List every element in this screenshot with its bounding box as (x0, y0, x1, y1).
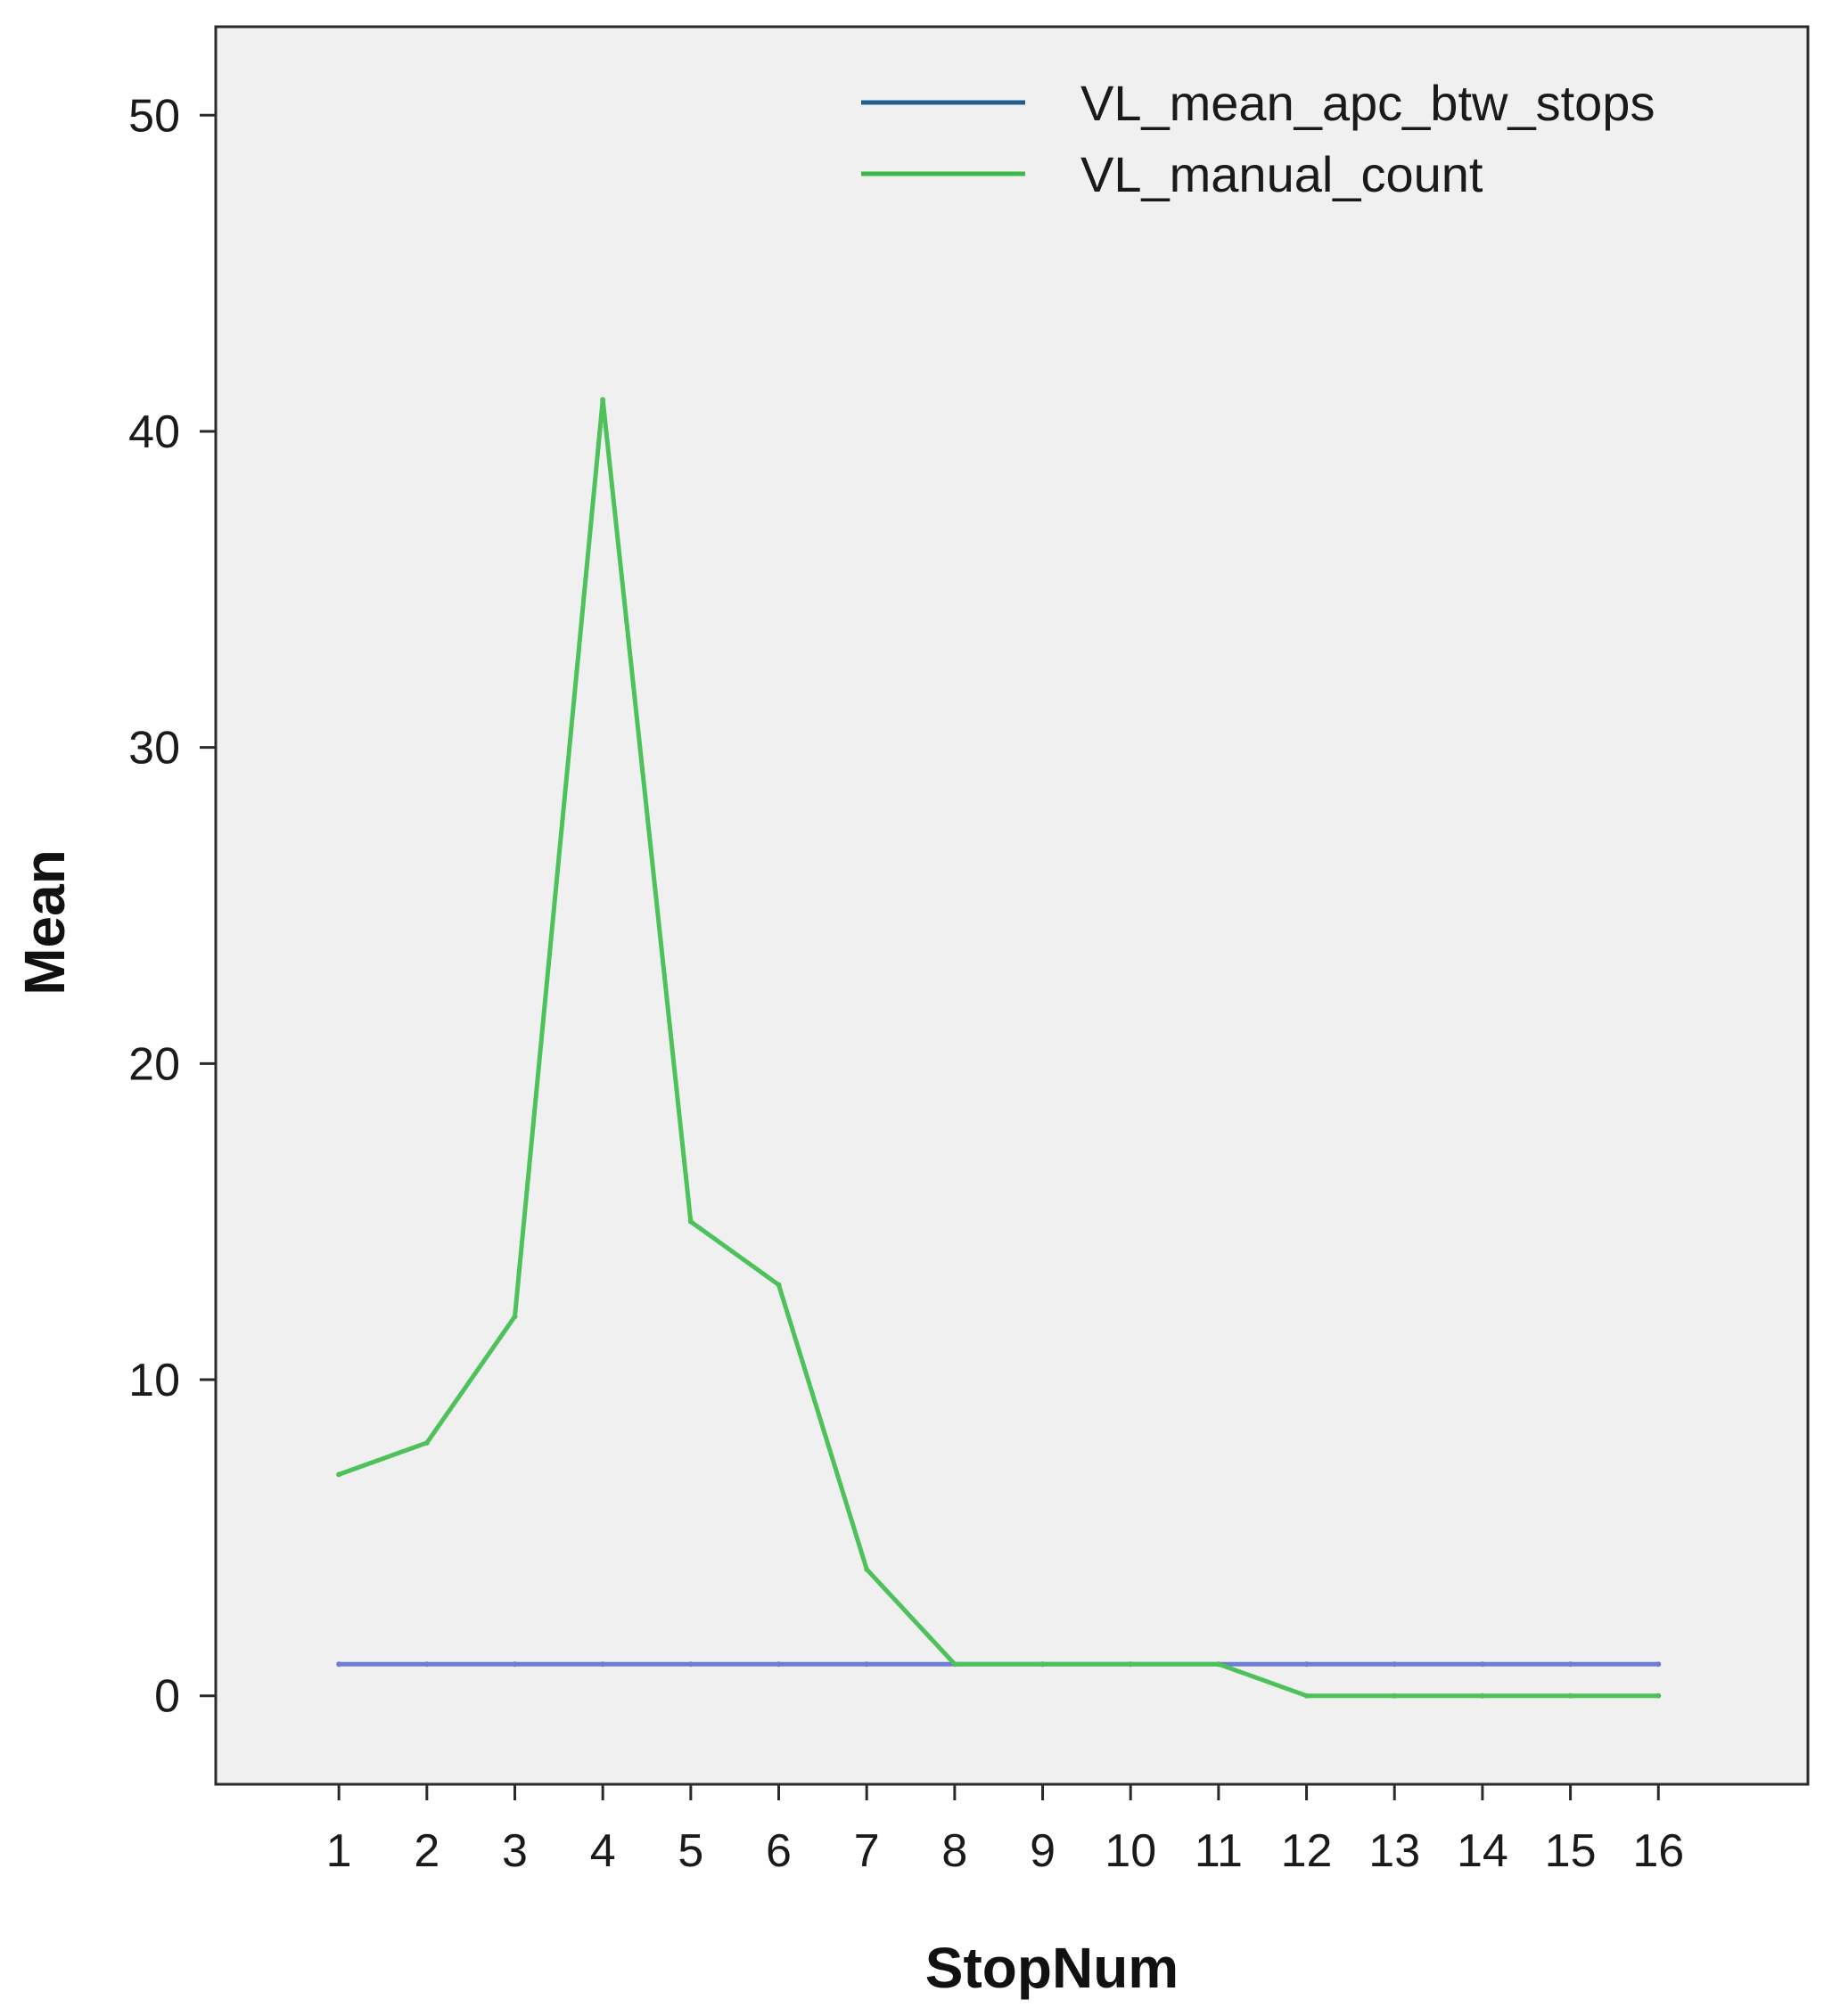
data-point-vl-manual-count (1215, 1661, 1221, 1668)
x-tick-label: 9 (1030, 1825, 1056, 1877)
y-tick-label: 30 (128, 723, 180, 774)
x-tick-label: 8 (941, 1825, 967, 1877)
data-point-vl-mean-apc-btw-stops (1567, 1661, 1573, 1668)
x-tick-label: 1 (326, 1825, 352, 1877)
plot-area (214, 25, 1810, 1786)
x-tick-label: 10 (1105, 1825, 1156, 1877)
data-point-vl-mean-apc-btw-stops (423, 1661, 430, 1668)
x-tick-label: 6 (766, 1825, 792, 1877)
x-tick-label: 3 (502, 1825, 528, 1877)
data-point-vl-manual-count (512, 1314, 518, 1320)
data-point-vl-mean-apc-btw-stops (600, 1661, 606, 1668)
legend-label-vl-mean-apc-btw-stops: VL_mean_apc_btw_stops (1080, 75, 1655, 131)
data-point-vl-manual-count (864, 1566, 870, 1572)
y-tick-label: 40 (128, 406, 180, 458)
data-point-vl-mean-apc-btw-stops (1303, 1661, 1310, 1668)
data-point-vl-mean-apc-btw-stops (336, 1661, 342, 1668)
data-point-vl-mean-apc-btw-stops (1479, 1661, 1485, 1668)
data-point-vl-mean-apc-btw-stops (512, 1661, 518, 1668)
x-tick-label: 4 (590, 1825, 616, 1877)
x-tick-label: 7 (854, 1825, 880, 1877)
x-tick-label: 16 (1632, 1825, 1684, 1877)
legend-label-vl-manual-count: VL_manual_count (1080, 146, 1483, 202)
data-point-vl-mean-apc-btw-stops (776, 1661, 782, 1668)
data-point-vl-mean-apc-btw-stops (1392, 1661, 1398, 1668)
x-tick-label: 5 (678, 1825, 703, 1877)
series-line-vl-manual-count (336, 397, 1661, 1699)
x-axis-title: StopNum (925, 1936, 1179, 2000)
data-point-vl-mean-apc-btw-stops (864, 1661, 870, 1668)
data-point-vl-mean-apc-btw-stops (687, 1661, 694, 1668)
y-axis: 0 10 20 30 40 50 (128, 90, 216, 1723)
y-tick-label: 10 (128, 1355, 180, 1406)
data-point-vl-manual-count (776, 1282, 782, 1288)
data-point-vl-manual-count (1567, 1692, 1573, 1699)
y-tick-label: 0 (154, 1671, 180, 1723)
series-group (336, 397, 1662, 1699)
x-tick-label: 13 (1368, 1825, 1420, 1877)
data-point-vl-manual-count (1303, 1692, 1310, 1699)
data-point-vl-manual-count (600, 397, 606, 403)
y-tick-label: 50 (128, 90, 180, 142)
y-tick-label: 20 (128, 1038, 180, 1090)
data-point-vl-manual-count (423, 1439, 430, 1446)
x-axis: 1 2 3 4 5 6 7 8 9 10 11 12 13 14 15 16 (326, 1784, 1684, 1877)
data-point-vl-manual-count (687, 1218, 694, 1225)
x-tick-label: 2 (414, 1825, 440, 1877)
data-point-vl-manual-count (951, 1661, 957, 1668)
data-point-vl-manual-count (1479, 1692, 1485, 1699)
data-point-vl-manual-count (1392, 1692, 1398, 1699)
data-point-vl-manual-count (1128, 1661, 1134, 1668)
x-tick-label: 12 (1281, 1825, 1333, 1877)
legend: VL_mean_apc_btw_stops VL_manual_count (861, 75, 1655, 202)
y-axis-title: Mean (12, 849, 77, 996)
x-tick-label: 15 (1545, 1825, 1597, 1877)
data-point-vl-manual-count (336, 1471, 342, 1478)
x-tick-label: 14 (1457, 1825, 1508, 1877)
data-point-vl-mean-apc-btw-stops (1655, 1661, 1662, 1668)
data-point-vl-manual-count (1655, 1692, 1662, 1699)
data-point-vl-manual-count (1039, 1661, 1046, 1668)
x-tick-label: 11 (1195, 1825, 1243, 1877)
